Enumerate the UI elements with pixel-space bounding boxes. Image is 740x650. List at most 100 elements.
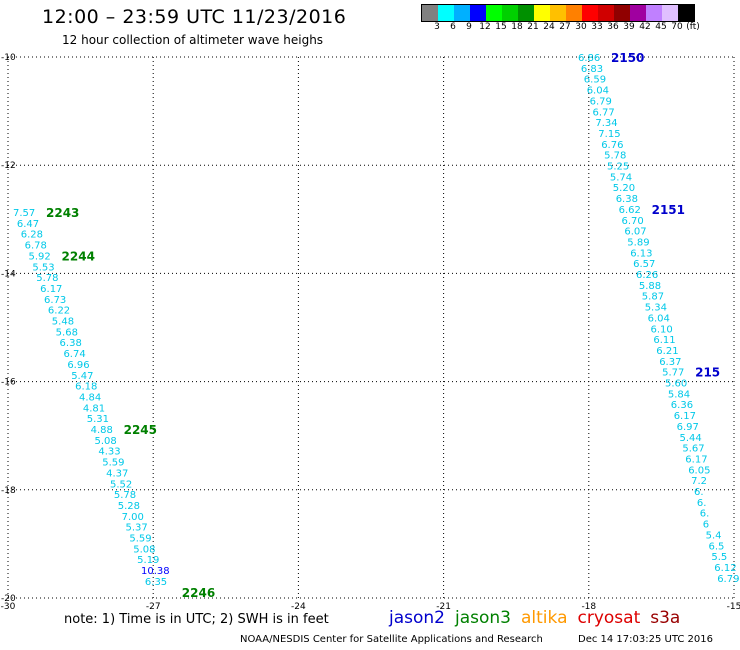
- wave-height-value: 6.17: [40, 284, 62, 295]
- color-swatch: [678, 5, 694, 21]
- wave-height-value: 6.: [700, 509, 710, 520]
- wave-height-value: 5.20: [613, 183, 635, 194]
- footer-timestamp: Dec 14 17:03:25 UTC 2016: [578, 634, 713, 645]
- wave-height-value: 7.2: [691, 476, 707, 487]
- color-swatch: [566, 5, 582, 21]
- legend-item-jason2: jason2: [389, 608, 445, 628]
- color-scale-label: 21: [527, 22, 539, 32]
- wave-height-value: 6.78: [25, 241, 47, 252]
- wave-height-value: 5.60: [665, 379, 687, 390]
- wave-height-value: 6.: [694, 487, 704, 498]
- color-scale-label: 70: [671, 22, 683, 32]
- satellite-legend: jason2 jason3 altika cryosat s3a: [389, 608, 690, 628]
- lat-tick-label: -12: [1, 161, 16, 171]
- wave-height-value: 5.89: [627, 237, 649, 248]
- wave-height-value: 5.5: [711, 552, 727, 563]
- wave-height-value: 6: [703, 520, 709, 531]
- map-subtitle: 12 hour collection of altimeter wave hei…: [62, 33, 324, 47]
- wave-height-value: 6.36: [671, 400, 693, 411]
- wave-height-value: 7.34: [595, 118, 617, 129]
- wave-height-value: 6.62: [619, 205, 641, 216]
- wave-height-value: 5.44: [680, 433, 702, 444]
- wave-height-value: 4.81: [83, 403, 105, 414]
- wave-height-value: 6.38: [60, 338, 82, 349]
- lat-tick-label: -16: [1, 378, 16, 388]
- wave-height-value: 5.4: [706, 530, 722, 541]
- color-scale-label: 12: [479, 22, 491, 32]
- lat-tick-label: -18: [1, 486, 16, 496]
- wave-height-value: 5.19: [137, 555, 159, 566]
- wave-height-value: 5.08: [94, 436, 116, 447]
- wave-height-value: 5.08: [133, 544, 155, 555]
- footer-credit: NOAA/NESDIS Center for Satellite Applica…: [240, 634, 543, 645]
- legend-item-altika: altika: [521, 608, 568, 628]
- color-swatch: [438, 5, 454, 21]
- wave-height-value: 6.04: [587, 86, 609, 97]
- wave-height-value: 5.28: [118, 501, 140, 512]
- wave-height-value: 5.25: [607, 162, 629, 173]
- track-right: 6.866.836.596.046.796.777.347.156.765.78…: [578, 51, 739, 585]
- color-swatch: [422, 5, 438, 21]
- lat-tick-label: -14: [1, 269, 16, 279]
- color-swatch: [534, 5, 550, 21]
- color-scale-label: 42: [639, 22, 651, 32]
- wave-height-value: 10.38: [141, 566, 170, 577]
- wave-height-value: 6.17: [674, 411, 696, 422]
- wave-height-value: 5.34: [645, 303, 667, 314]
- wave-height-value: 5.37: [126, 523, 148, 534]
- wave-height-value: 5.59: [102, 458, 124, 469]
- wave-height-value: 6.21: [656, 346, 678, 357]
- units-note: note: 1) Time is in UTC; 2) SWH is in fe…: [64, 612, 329, 627]
- wave-height-value: 6.13: [630, 248, 652, 259]
- color-scale-label: 33: [591, 22, 603, 32]
- time-label: 2150: [611, 51, 644, 65]
- lon-tick-label: -21: [436, 602, 451, 612]
- wave-height-value: 6.5: [709, 541, 725, 552]
- wave-height-value: 6.17: [685, 454, 707, 465]
- color-swatch: [454, 5, 470, 21]
- wave-height-value: 5.47: [71, 371, 93, 382]
- wave-height-value: 7.15: [598, 129, 620, 140]
- wave-height-value: 6.47: [17, 219, 39, 230]
- wave-height-value: 6.07: [624, 227, 646, 238]
- lon-tick-label: -24: [291, 602, 306, 612]
- wave-height-value: 6.22: [48, 306, 70, 317]
- wave-height-value: 5.68: [56, 327, 78, 338]
- wave-height-value: 6.77: [593, 107, 615, 118]
- wave-height-value: 6.38: [616, 194, 638, 205]
- lon-tick-label: -15: [727, 602, 740, 612]
- wave-height-value: 5.59: [129, 534, 151, 545]
- wave-height-value: 6.26: [636, 270, 658, 281]
- color-scale-label: 9: [466, 22, 472, 32]
- wave-height-value: 6.28: [21, 230, 43, 241]
- wave-height-value: 6.12: [714, 563, 736, 574]
- wave-height-value: 5.84: [668, 389, 690, 400]
- wave-height-value: 5.48: [52, 317, 74, 328]
- wave-height-value: 5.53: [32, 262, 54, 273]
- legend-item-jason3: jason3: [455, 608, 511, 628]
- wave-height-value: 6.10: [651, 324, 673, 335]
- wave-height-value: 5.77: [662, 368, 684, 379]
- color-swatch: [518, 5, 534, 21]
- wave-height-value: 4.37: [106, 468, 128, 479]
- legend-item-s3a: s3a: [650, 608, 681, 628]
- color-swatch: [630, 5, 646, 21]
- wave-height-value: 4.88: [91, 425, 113, 436]
- color-scale-label: 27: [559, 22, 571, 32]
- color-swatch: [470, 5, 486, 21]
- wave-height-value: 6.11: [653, 335, 675, 346]
- lat-lon-grid: [7, 56, 735, 599]
- color-scale-bar: [421, 4, 695, 22]
- time-label: 2246: [182, 586, 215, 600]
- color-swatch: [614, 5, 630, 21]
- wave-height-value: 6.05: [688, 465, 710, 476]
- color-swatch: [662, 5, 678, 21]
- lat-tick-label: -20: [1, 594, 16, 604]
- color-scale-label: 15: [495, 22, 507, 32]
- time-label: 2151: [652, 203, 685, 217]
- color-scale-label: 39: [623, 22, 635, 32]
- wave-height-value: 5.87: [642, 292, 664, 303]
- wave-height-value: 6.73: [44, 295, 66, 306]
- wave-height-value: 6.59: [584, 75, 606, 86]
- legend-item-cryosat: cryosat: [577, 608, 641, 628]
